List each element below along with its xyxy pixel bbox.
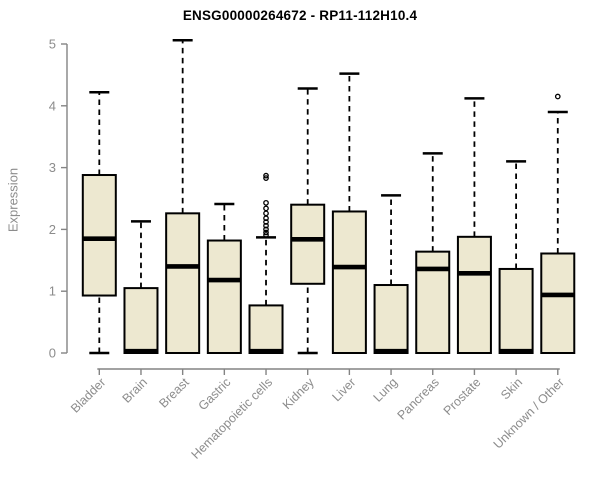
iqr-box [123,287,159,354]
box-hematopoietic-cells [248,172,284,354]
box-brain [123,220,159,354]
x-tick-label: Skin [498,375,525,402]
iqr-box [456,235,492,354]
box-unknown-other [540,93,576,354]
outlier-point [263,219,269,225]
iqr-box [248,304,284,354]
outlier-point [263,232,269,238]
x-tick-label: Pancreas [395,375,442,422]
iqr-box [373,284,409,354]
box-pancreas [415,152,451,354]
iqr-box [498,267,534,354]
iqr-box [290,203,326,285]
box-liver [331,72,367,354]
box-bladder [81,90,117,355]
outlier-point [263,199,269,206]
x-tick-label: Breast [156,375,192,411]
y-tick-label: 4 [49,98,56,113]
iqr-box [206,239,242,354]
box-prostate [456,97,492,354]
outlier-point [263,210,269,217]
x-tick-label: Unknown / Other [491,375,567,451]
outlier-point [263,226,269,233]
y-tick-label: 5 [49,37,56,52]
y-tick-label: 2 [49,222,56,237]
outlier-point [263,229,269,236]
box-gastric [206,202,242,354]
x-tick-label: Prostate [441,375,484,418]
outlier-point [263,175,269,181]
y-tick-label: 1 [49,284,56,299]
chart-title: ENSG00000264672 - RP11-112H10.4 [182,8,418,23]
box-lung [373,194,409,354]
box-skin [498,160,534,354]
y-tick-label: 0 [49,346,56,361]
x-tick-label: Bladder [68,375,108,415]
iqr-box [81,174,117,297]
box-kidney [290,87,326,355]
x-tick-label: Brain [120,375,151,406]
x-tick-label: Gastric [196,375,234,413]
x-tick-label: Lung [371,375,401,405]
x-tick-label: Hematopoietic cells [189,375,276,462]
outlier-point [263,215,269,222]
iqr-box [331,210,367,354]
outlier-point [554,93,561,100]
iqr-box [540,252,576,354]
outlier-point [263,222,269,229]
box-breast [165,39,201,354]
x-tick-label: Liver [329,375,358,404]
outlier-point [263,172,269,179]
x-tick-label: Kidney [280,375,317,412]
outlier-point [263,205,269,212]
iqr-box [165,212,201,354]
y-tick-label: 3 [49,160,56,175]
